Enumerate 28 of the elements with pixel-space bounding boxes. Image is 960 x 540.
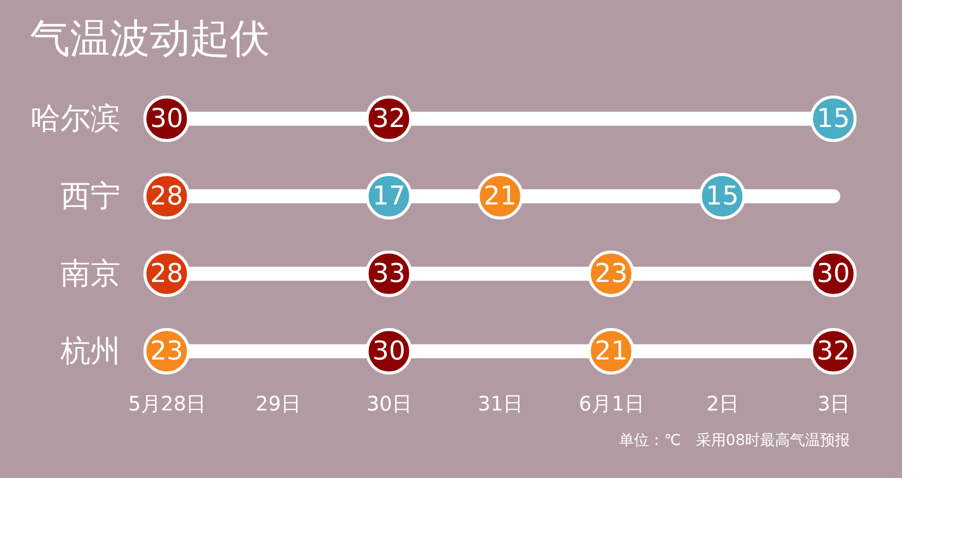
y-tick-label: 南京	[60, 256, 120, 292]
x-tick-label: 2日	[706, 392, 740, 416]
x-tick-label: 5月28日	[128, 392, 206, 416]
data-label: 21	[483, 181, 517, 212]
data-label: 32	[372, 104, 406, 134]
data-label: 15	[706, 181, 739, 212]
data-label: 30	[816, 258, 850, 289]
data-label: 28	[150, 181, 184, 212]
chart-title: 气温波动起伏	[30, 16, 270, 62]
data-label: 30	[372, 336, 406, 366]
y-tick-label: 西宁	[60, 178, 120, 214]
data-label: 15	[816, 104, 850, 134]
data-label: 32	[816, 336, 850, 366]
data-label: 17	[372, 181, 406, 212]
data-label: 23	[150, 336, 184, 366]
x-tick-label: 29日	[256, 392, 302, 416]
data-label: 23	[594, 258, 628, 289]
x-tick-label: 31日	[478, 392, 524, 416]
data-label: 30	[150, 104, 184, 134]
data-label: 33	[372, 258, 406, 289]
text: 单位：℃ 采用08时最高气温预报	[619, 431, 850, 449]
data-label: 21	[594, 336, 628, 366]
y-tick-label: 哈尔滨	[30, 101, 120, 136]
data-label: 28	[150, 258, 184, 289]
x-tick-label: 6月1日	[578, 392, 644, 416]
y-tick-label: 杭州	[60, 334, 120, 369]
x-tick-label: 3日	[817, 392, 850, 416]
x-tick-label: 30日	[366, 392, 412, 416]
